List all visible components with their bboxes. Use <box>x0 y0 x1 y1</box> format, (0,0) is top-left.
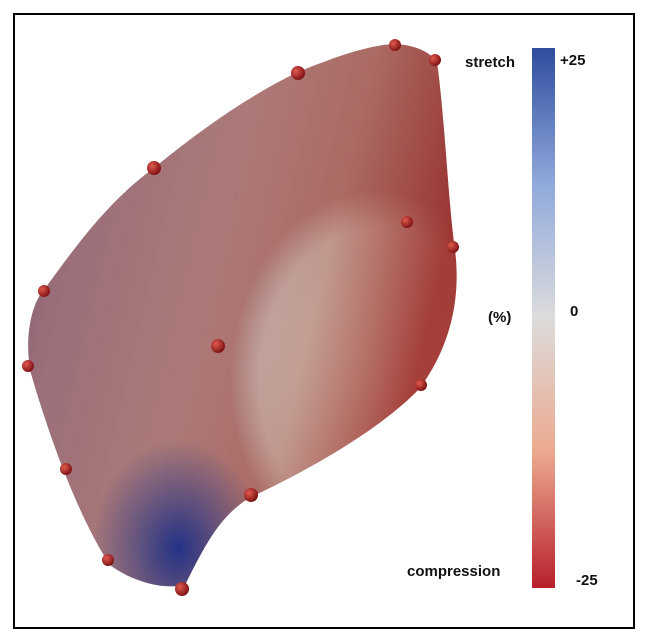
colorbar-middle-value: 0 <box>570 303 578 320</box>
colorbar-bottom-value: -25 <box>576 572 598 589</box>
colorbar-unit: (%) <box>488 309 511 326</box>
colorbar <box>532 48 555 588</box>
colorbar-top-value: +25 <box>560 52 585 69</box>
page: stretch +25 (%) 0 compression -25 (() =>… <box>0 0 648 642</box>
colorbar-top-label: stretch <box>465 54 515 71</box>
figure: stretch +25 (%) 0 compression -25 <box>0 0 648 642</box>
colorbar-bottom-label: compression <box>407 563 500 580</box>
